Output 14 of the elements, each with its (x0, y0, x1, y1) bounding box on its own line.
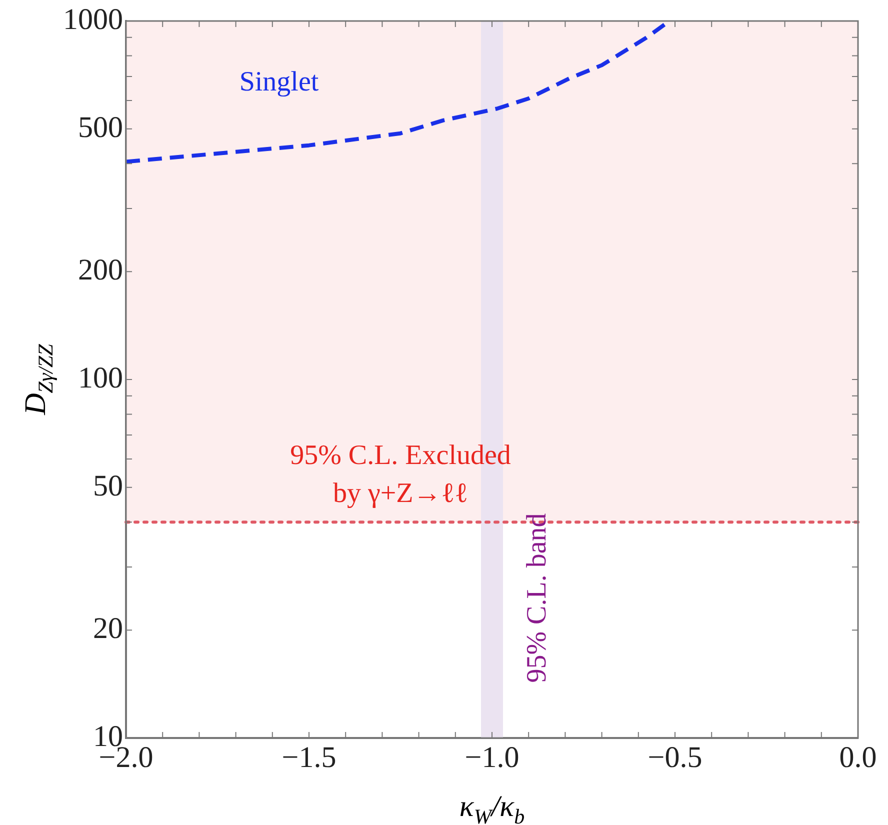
x-tick-label: −1.0 (464, 740, 520, 774)
y-tick-label: 100 (78, 361, 123, 394)
y-axis-title: DZγ/ZZ (19, 344, 58, 416)
y-tick-label: 50 (93, 469, 123, 502)
series-label: Singlet (239, 66, 319, 98)
y-tick-label: 200 (78, 253, 123, 286)
x-tick-label: 0.0 (839, 740, 877, 774)
y-tick-label: 500 (78, 110, 123, 144)
y-tick-label: 20 (93, 612, 123, 645)
band-label: 95% C.L. Excluded by γ+Z→ℓℓ (290, 440, 511, 510)
y-tick-label: 1000 (63, 2, 123, 36)
x-tick-label: −0.5 (648, 740, 702, 774)
band-label: 95% C.L. band (521, 513, 552, 683)
x-tick-label: −1.5 (282, 740, 336, 774)
